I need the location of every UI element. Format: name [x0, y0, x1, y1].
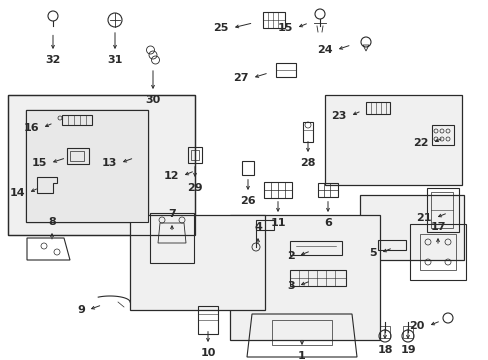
- Text: 32: 32: [45, 55, 61, 65]
- Bar: [402, 326, 412, 338]
- Bar: [187, 147, 202, 163]
- Bar: [275, 63, 295, 77]
- Text: 1: 1: [298, 351, 305, 360]
- Text: 25: 25: [213, 23, 228, 33]
- Text: 30: 30: [145, 95, 160, 105]
- Bar: [191, 150, 199, 160]
- Bar: [198, 306, 218, 334]
- Bar: [229, 215, 379, 340]
- Text: 20: 20: [409, 321, 424, 331]
- Text: 19: 19: [399, 345, 415, 355]
- Bar: [325, 95, 461, 185]
- Bar: [303, 122, 312, 142]
- Bar: [431, 125, 453, 145]
- Text: 22: 22: [413, 138, 428, 148]
- Text: 17: 17: [429, 222, 445, 232]
- Text: 12: 12: [163, 171, 179, 181]
- Bar: [62, 115, 92, 125]
- Bar: [317, 183, 337, 197]
- Bar: [256, 220, 273, 230]
- Text: 3: 3: [287, 281, 294, 291]
- Text: 15: 15: [277, 23, 292, 33]
- Text: 2: 2: [286, 251, 294, 261]
- Bar: [130, 215, 264, 310]
- Bar: [379, 326, 389, 338]
- Bar: [289, 270, 346, 286]
- Bar: [430, 192, 452, 228]
- Text: 15: 15: [32, 158, 47, 168]
- Bar: [8, 95, 195, 235]
- Bar: [67, 148, 89, 164]
- Bar: [409, 224, 465, 280]
- Bar: [377, 240, 405, 250]
- Bar: [365, 102, 389, 114]
- Bar: [419, 234, 455, 270]
- Bar: [26, 110, 148, 222]
- Text: 10: 10: [200, 348, 215, 358]
- Text: 26: 26: [240, 196, 255, 206]
- Bar: [70, 151, 84, 161]
- Bar: [264, 182, 291, 198]
- Text: 28: 28: [300, 158, 315, 168]
- Text: 23: 23: [331, 111, 346, 121]
- Text: 27: 27: [233, 73, 248, 83]
- Bar: [359, 195, 463, 260]
- Text: 4: 4: [254, 222, 262, 232]
- Text: 7: 7: [168, 209, 176, 219]
- Bar: [289, 241, 341, 255]
- Text: 14: 14: [9, 188, 25, 198]
- Bar: [271, 320, 331, 345]
- Bar: [263, 12, 285, 28]
- Text: 31: 31: [107, 55, 122, 65]
- Bar: [242, 161, 253, 175]
- Text: 18: 18: [376, 345, 392, 355]
- Text: 21: 21: [416, 213, 431, 223]
- Text: 29: 29: [187, 183, 203, 193]
- Text: 11: 11: [270, 218, 285, 228]
- Bar: [26, 110, 148, 222]
- Bar: [150, 213, 194, 263]
- Text: 24: 24: [317, 45, 332, 55]
- Bar: [8, 95, 195, 235]
- Bar: [426, 188, 458, 232]
- Text: 6: 6: [324, 218, 331, 228]
- Text: 8: 8: [48, 217, 56, 227]
- Text: 16: 16: [23, 123, 39, 133]
- Text: 9: 9: [77, 305, 85, 315]
- Text: 13: 13: [102, 158, 117, 168]
- Text: 5: 5: [368, 248, 376, 258]
